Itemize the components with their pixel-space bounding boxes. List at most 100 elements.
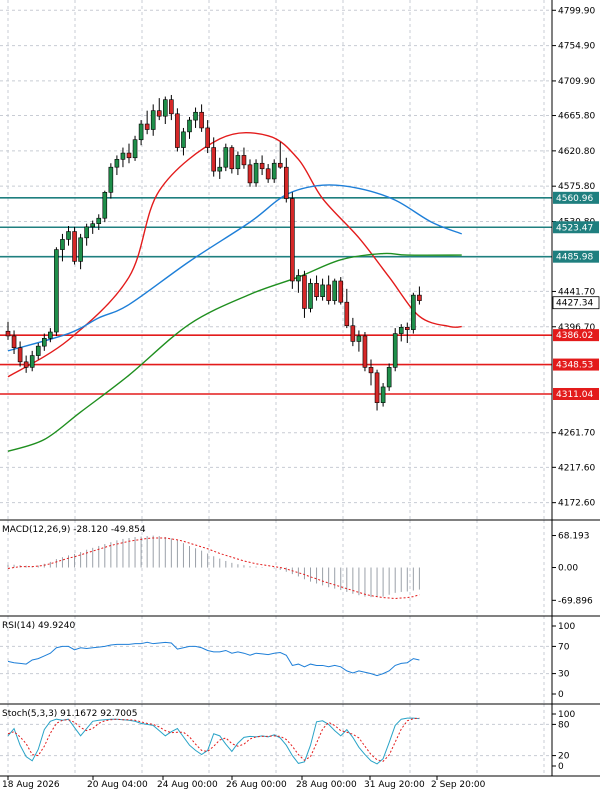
- candle-body: [120, 152, 126, 160]
- level-tag: [553, 191, 599, 204]
- candle-body: [144, 123, 150, 130]
- price-tick-label: 4396.70: [558, 323, 595, 333]
- level-tag: [553, 358, 599, 371]
- candle-body: [404, 327, 410, 330]
- candle-body: [308, 283, 313, 309]
- candle-body: [41, 337, 47, 347]
- level-tags: 4560.96 4523.47 4485.98 4386.02 4348.53 4311.…: [552, 191, 600, 400]
- main-grid: [0, 0, 552, 520]
- stoch-tick-label: 100: [558, 710, 575, 720]
- level-tag: [553, 221, 599, 234]
- price-tick-label: 4172.60: [558, 499, 595, 509]
- candle-body: [302, 275, 307, 309]
- candle-body: [102, 192, 108, 219]
- candle-body: [235, 155, 241, 170]
- candle-body: [84, 226, 89, 239]
- stoch-tick-label: 0: [558, 762, 564, 772]
- stoch-k-line: [7, 717, 420, 765]
- macd-tick-label: 0.00: [558, 564, 578, 574]
- level-tag-label: 4311.04: [556, 390, 593, 400]
- level-tag: [553, 250, 599, 263]
- candle-body: [108, 166, 114, 193]
- macd-grid: [7, 520, 545, 616]
- candle-body: [392, 333, 398, 368]
- stoch-label: Stoch(5,3,3) 91.1672 92.7005: [2, 709, 137, 719]
- candle-body: [54, 249, 59, 333]
- time-tick-label: 26 Aug 00:00: [226, 780, 287, 790]
- candle-body: [169, 99, 174, 115]
- candle-body: [60, 239, 65, 250]
- candle-body: [344, 301, 350, 327]
- candle-body: [362, 335, 368, 368]
- rsi-tick-label: 0: [558, 690, 564, 700]
- price-tick-label: 4754.90: [558, 42, 595, 52]
- ma-line: [7, 184, 463, 352]
- macd-tick-label: 68.193: [558, 532, 590, 542]
- candle-body: [163, 99, 168, 117]
- candle-body: [332, 280, 338, 301]
- level-tag-label: 4386.02: [556, 331, 593, 341]
- candle-body: [374, 372, 380, 403]
- candle-body: [265, 168, 271, 180]
- current-price-tag: [552, 296, 600, 310]
- candle-body: [417, 294, 422, 301]
- candle-body: [283, 166, 289, 199]
- candle-body: [48, 331, 53, 339]
- price-tick-label: 4709.90: [558, 77, 595, 87]
- candle-body: [368, 367, 374, 374]
- time-tick-label: 18 Aug 2026: [2, 780, 60, 790]
- stoch-plot: [0, 717, 552, 765]
- candle-body: [11, 335, 17, 349]
- rsi-label: RSI(14) 49.9240: [2, 621, 75, 631]
- candle-body: [320, 284, 325, 297]
- candle-body: [29, 355, 35, 368]
- rsi-plot: [0, 641, 552, 677]
- rsi-grid: [7, 616, 545, 704]
- price-tick-label: 4620.80: [558, 147, 595, 157]
- candle-body: [72, 231, 77, 262]
- stoch-tick-label: 80: [558, 720, 570, 730]
- rsi-line: [7, 641, 420, 677]
- candle-body: [229, 147, 235, 170]
- price-tick-label: 4261.70: [558, 429, 595, 439]
- candle-body: [126, 152, 132, 159]
- candle-body: [66, 231, 71, 240]
- rsi-tick-label: 70: [558, 642, 570, 652]
- candle-body: [350, 325, 356, 342]
- candle-body: [156, 110, 162, 117]
- time-tick-label: 28 Aug 00:00: [296, 780, 357, 790]
- candle-body: [187, 119, 192, 133]
- candle-body: [398, 327, 404, 334]
- price-tick-label: 4665.80: [558, 112, 595, 122]
- price-tick-label: 4575.80: [558, 182, 595, 192]
- candle-body: [314, 283, 319, 297]
- main-panel: 4799.90 4754.90 4709.90 4665.80 4620.80 4575.…: [0, 0, 600, 520]
- candle-body: [193, 111, 198, 121]
- level-tag-label: 4485.98: [556, 253, 593, 263]
- candle-body: [277, 162, 283, 168]
- candle-body: [253, 162, 259, 184]
- price-tick-label: 4441.70: [558, 287, 595, 297]
- stoch-d-line: [7, 717, 420, 762]
- candle-body: [199, 111, 204, 129]
- candle-body: [96, 217, 102, 224]
- price-tick-label: 4799.90: [558, 6, 595, 16]
- macd-tick-label: -69.896: [558, 596, 593, 606]
- rsi-tick-label: 30: [558, 670, 570, 680]
- candle-body: [386, 367, 392, 388]
- candle-body: [205, 127, 210, 148]
- candle-body: [138, 123, 144, 141]
- level-tag-label: 4348.53: [556, 361, 593, 371]
- macd-signal-line: [7, 537, 420, 599]
- level-tag-label: 4560.96: [556, 194, 593, 204]
- time-tick-label: 2 Sep 20:00: [431, 780, 486, 790]
- candle-body: [181, 131, 186, 148]
- current-price-label: 4427.34: [556, 299, 593, 309]
- stoch-grid: [7, 704, 545, 776]
- ma-line: [7, 252, 462, 452]
- candle-body: [78, 237, 83, 262]
- candle-body: [211, 147, 216, 172]
